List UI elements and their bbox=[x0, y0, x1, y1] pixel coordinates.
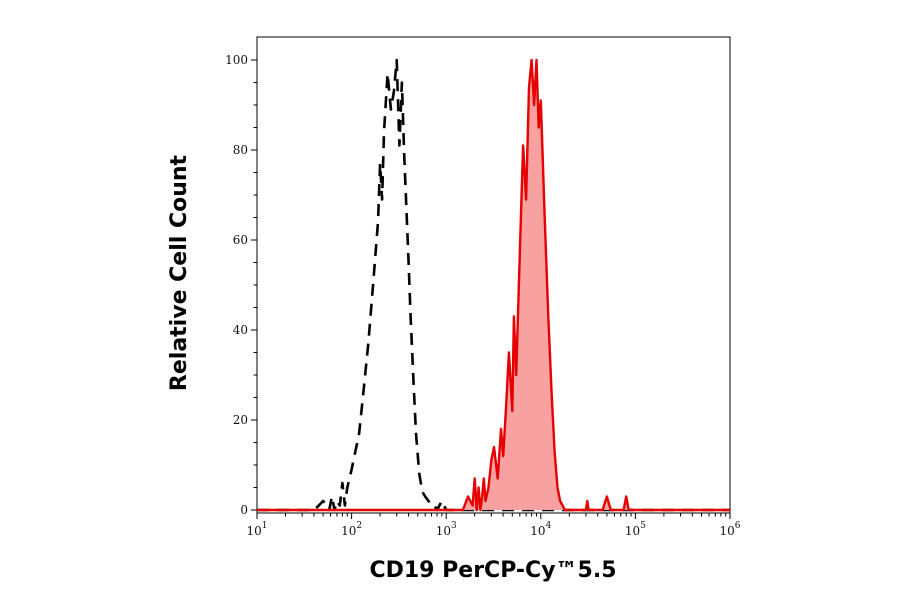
y-tick-label: 60 bbox=[233, 233, 248, 247]
y-axis-title: Relative Cell Count bbox=[167, 154, 192, 391]
series-1-line bbox=[257, 58, 730, 512]
y-tick-label: 100 bbox=[225, 53, 248, 67]
x-tick-label: 105 bbox=[625, 521, 646, 538]
x-tick-label: 106 bbox=[719, 521, 740, 538]
x-tick-label: 101 bbox=[246, 521, 267, 538]
x-tick-label: 102 bbox=[341, 521, 362, 538]
series-layer bbox=[257, 58, 730, 512]
y-axis: 0 20 40 60 80 100 bbox=[225, 53, 257, 517]
y-tick-label: 0 bbox=[240, 503, 248, 517]
series-0-line bbox=[257, 58, 730, 512]
y-tick-label: 80 bbox=[233, 143, 248, 157]
x-axis-title: CD19 PerCP-Cy™5.5 bbox=[369, 558, 616, 583]
x-tick-label: 103 bbox=[436, 521, 457, 538]
x-axis: 101 102 103 104 105 106 bbox=[246, 513, 741, 538]
plot-frame bbox=[256, 36, 731, 514]
y-tick-label: 40 bbox=[233, 323, 248, 337]
series-1-area bbox=[257, 60, 730, 510]
x-tick-label: 104 bbox=[530, 521, 551, 538]
y-tick-label: 20 bbox=[233, 413, 248, 427]
